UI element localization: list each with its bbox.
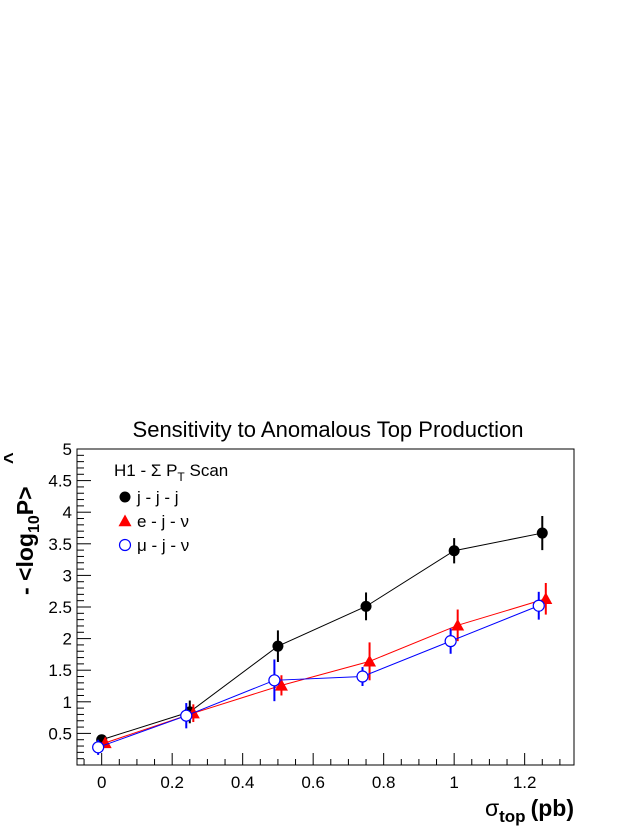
x-tick-labels: 0 0.2 0.4 0.6 0.8 1 1.2: [97, 773, 537, 792]
data-point: [451, 618, 465, 631]
x-tick-label: 0.6: [301, 773, 325, 792]
x-tick-label: 1: [449, 773, 458, 792]
legend: j - j - j e - j - ν μ - j - ν: [118, 488, 189, 555]
series-line: [101, 532, 543, 741]
data-point: [92, 741, 105, 754]
legend-header: H1 - Σ PT Scan: [114, 461, 228, 484]
data-point: [444, 635, 457, 648]
data-point: [536, 527, 548, 539]
y-tick-label: 3.5: [48, 535, 72, 554]
y-tick-label: 1.5: [48, 661, 72, 680]
series-line: [97, 605, 539, 748]
y-tick-label: 4: [63, 503, 72, 522]
x-axis-label-unit: (pb): [531, 795, 574, 821]
legend-header-post: Scan: [185, 461, 228, 480]
y-axis-label-symbol: P: [12, 500, 38, 515]
x-axis-label-symbol: σ: [485, 795, 499, 821]
series-1: [98, 582, 553, 749]
y-tick-label: 4.5: [48, 472, 72, 491]
data-point: [180, 709, 193, 722]
data-point: [356, 670, 369, 683]
x-tick-label: 1.2: [513, 773, 537, 792]
y-axis-label-subscript: 10: [26, 515, 43, 533]
y-axis-label-suffix: >: [12, 486, 38, 499]
legend-header-pre: H1 - Σ P: [114, 461, 177, 480]
series-2: [92, 591, 545, 755]
axes-ticks: [77, 448, 561, 765]
x-axis-label: σtop (pb): [485, 795, 574, 826]
y-tick-label: 5: [63, 440, 72, 459]
data-point: [274, 678, 288, 691]
legend-label: μ - j - ν: [137, 536, 189, 555]
data-point: [532, 599, 545, 612]
y-axis-label-hat: ^: [1, 452, 23, 464]
y-tick-label: 2.5: [48, 598, 72, 617]
legend-label: e - j - ν: [137, 512, 189, 531]
chart-title: Sensitivity to Anomalous Top Production: [133, 417, 524, 442]
legend-marker: [119, 491, 131, 503]
y-tick-label: 2: [63, 630, 72, 649]
legend-marker: [118, 538, 132, 552]
y-tick-labels: 0.5 1 1.5 2 2.5 3 3.5 4 4.5 5: [48, 440, 72, 743]
data-point: [268, 674, 281, 687]
data-point: [360, 600, 372, 612]
data-point: [363, 654, 377, 667]
x-tick-label: 0.4: [231, 773, 255, 792]
x-tick-label: 0: [97, 773, 106, 792]
y-tick-label: 0.5: [48, 724, 72, 743]
legend-label: j - j - j: [136, 488, 179, 507]
x-tick-label: 0.8: [372, 773, 396, 792]
y-tick-label: 1: [63, 693, 72, 712]
series-layer: [92, 515, 553, 755]
y-tick-label: 3: [63, 566, 72, 585]
x-axis-label-subscript: top: [499, 807, 525, 826]
legend-marker: [118, 514, 132, 527]
legend-header-subscript: T: [177, 470, 185, 484]
y-axis-label: - <log10P>: [12, 486, 43, 595]
y-axis-label-prefix: - <log: [12, 533, 38, 595]
data-point: [272, 640, 284, 652]
data-point: [448, 545, 460, 557]
x-tick-label: 0.2: [160, 773, 184, 792]
